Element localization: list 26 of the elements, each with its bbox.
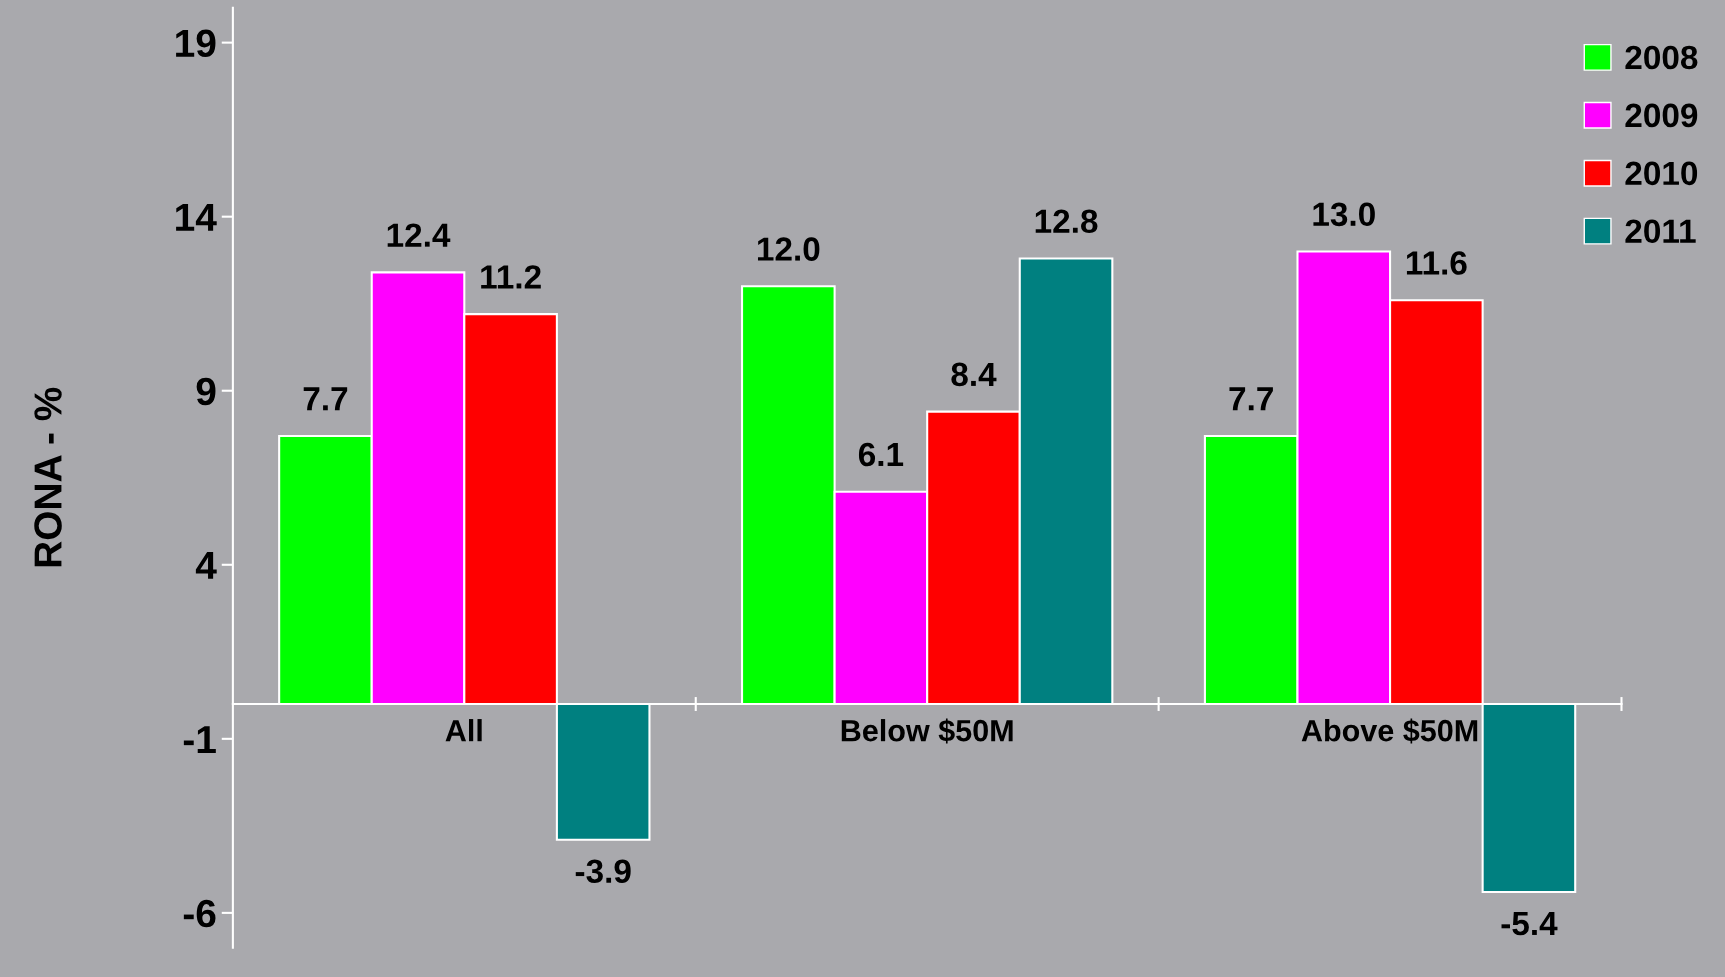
data-label: 12.0 <box>757 237 820 261</box>
data-label: -5.4 <box>1501 912 1558 936</box>
y-tick-label: -6 <box>183 899 216 928</box>
legend-label: 2009 <box>1625 103 1698 128</box>
y-tick-label: 4 <box>195 552 217 579</box>
data-label: 12.4 <box>387 223 451 247</box>
data-label: 6.1 <box>858 442 904 467</box>
data-label: 7.7 <box>303 387 348 411</box>
data-label: 7.7 <box>1229 387 1273 411</box>
legend-label: 2010 <box>1625 161 1698 186</box>
data-label: 11.6 <box>1406 251 1467 275</box>
x-tick-label: Above $50M <box>1301 718 1478 744</box>
data-label: -3.9 <box>575 859 631 884</box>
y-tick-label: 9 <box>196 377 216 406</box>
x-tick-label: Below $50M <box>841 718 1013 744</box>
y-tick-label: 14 <box>176 204 217 231</box>
y-axis-title: RONA - % <box>34 387 62 567</box>
data-label: 8.4 <box>951 362 997 387</box>
y-tick-label: 19 <box>176 29 216 58</box>
data-label: 12.8 <box>1035 209 1098 234</box>
legend-label: 2011 <box>1625 219 1696 244</box>
legend-label: 2008 <box>1625 45 1698 70</box>
x-tick-label: All <box>445 719 482 742</box>
data-label: 13.0 <box>1313 202 1375 227</box>
y-tick-label: -1 <box>183 726 216 753</box>
data-label: 11.2 <box>481 265 541 289</box>
